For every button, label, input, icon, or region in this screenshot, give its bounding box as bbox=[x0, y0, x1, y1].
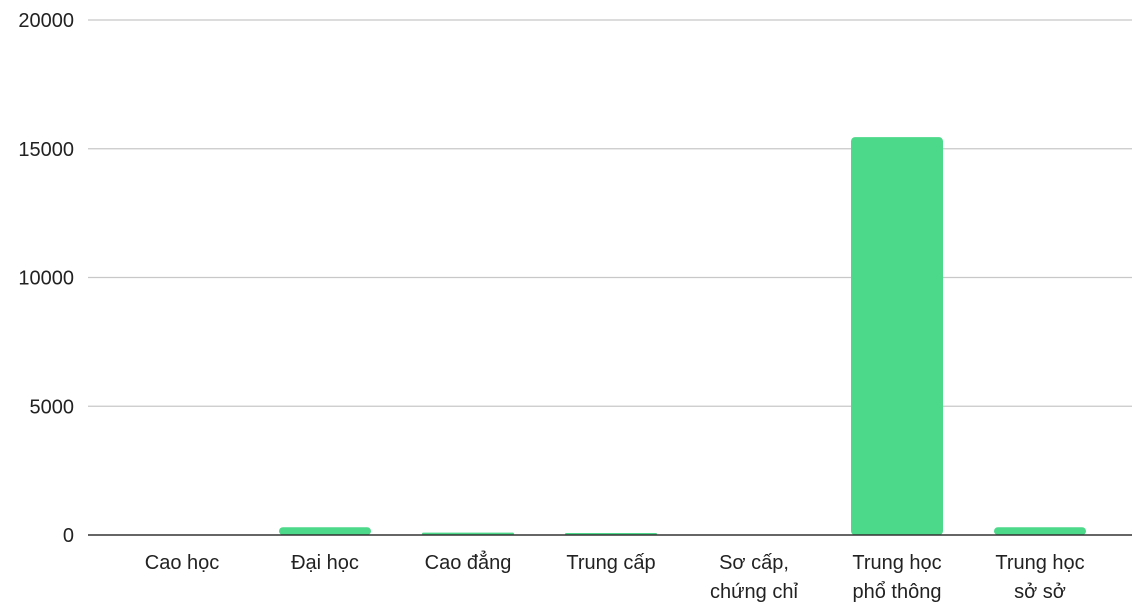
bar bbox=[279, 527, 371, 535]
y-axis-tick-labels: 0 5000 10000 15000 20000 bbox=[18, 10, 74, 547]
bars bbox=[136, 137, 1086, 535]
x-axis-category-labels: Cao học Đại học Cao đẳng Trung cấp Sơ cấp, ch… bbox=[145, 550, 1085, 603]
x-category-label: Sơ cấp, chứng chỉ bbox=[710, 552, 798, 603]
bar bbox=[994, 527, 1086, 535]
y-tick-label: 5000 bbox=[30, 396, 75, 418]
y-tick-label: 0 bbox=[63, 525, 74, 547]
bar bbox=[851, 137, 943, 535]
x-category-label: Đại học bbox=[291, 552, 359, 574]
x-category-label: Cao học bbox=[145, 552, 220, 574]
gridlines bbox=[88, 19, 1132, 407]
x-category-label: Cao đẳng bbox=[425, 550, 512, 574]
x-category-label: Trung cấp bbox=[566, 552, 655, 574]
y-tick-label: 20000 bbox=[18, 10, 74, 32]
x-category-label: Trung học sở sở bbox=[995, 552, 1084, 603]
y-tick-label: 15000 bbox=[18, 139, 74, 161]
y-tick-label: 10000 bbox=[18, 268, 74, 290]
x-category-label: Trung học phổ thông bbox=[852, 552, 941, 603]
